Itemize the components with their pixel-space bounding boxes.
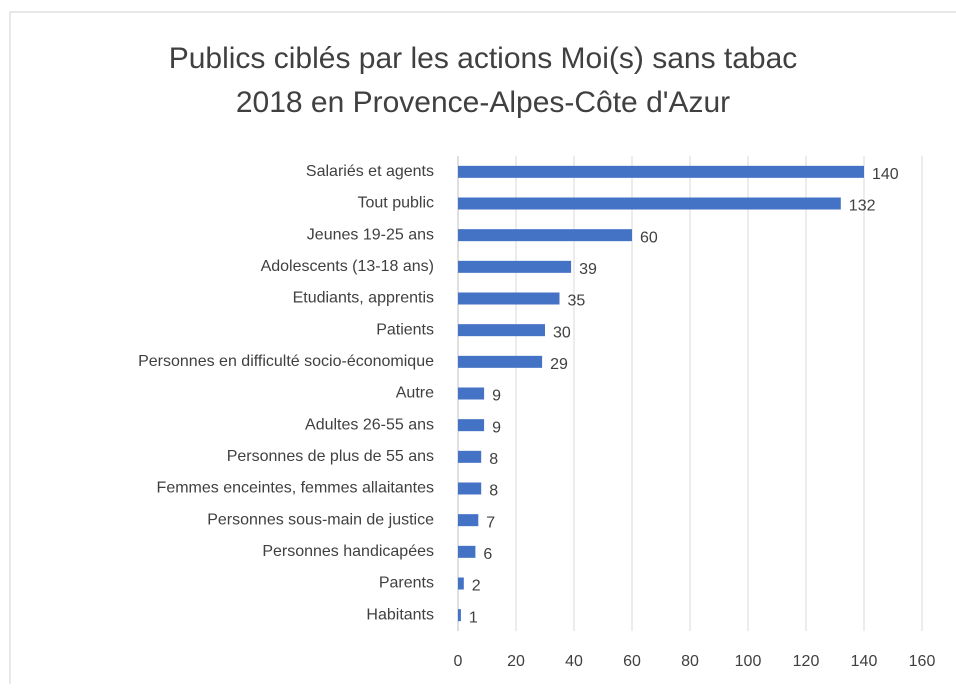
y-tick-label: Habitants <box>366 606 434 623</box>
chart-border <box>9 11 956 689</box>
y-tick-label: Patients <box>376 321 434 338</box>
bar <box>458 260 572 273</box>
data-label: 6 <box>483 546 492 563</box>
bar <box>458 355 543 368</box>
data-label: 1 <box>469 609 478 626</box>
y-tick-label: Adolescents (13-18 ans) <box>261 258 434 275</box>
data-label: 9 <box>492 388 501 405</box>
data-label: 7 <box>486 514 495 531</box>
y-tick-label: Tout public <box>358 195 435 212</box>
data-label: 9 <box>492 419 501 436</box>
y-tick-label: Etudiants, apprentis <box>293 290 434 307</box>
bar <box>458 229 632 242</box>
x-tick-label: 20 <box>507 653 525 670</box>
data-label: 140 <box>872 166 899 183</box>
x-tick-label: 160 <box>909 653 936 670</box>
y-tick-label: Personnes de plus de 55 ans <box>227 448 434 465</box>
data-label: 2 <box>472 578 481 595</box>
y-tick-label: Parents <box>379 575 434 592</box>
y-tick-label: Adultes 26-55 ans <box>305 416 434 433</box>
x-tick-label: 120 <box>793 653 820 670</box>
y-tick-label: Autre <box>396 385 434 402</box>
y-tick-label: Personnes sous-main de justice <box>207 511 434 528</box>
x-tick-label: 140 <box>851 653 878 670</box>
bar <box>458 387 485 400</box>
data-label: 8 <box>489 483 498 500</box>
bar <box>458 482 482 495</box>
bar <box>458 165 864 178</box>
bar <box>458 609 461 622</box>
data-label: 29 <box>550 356 568 373</box>
data-label: 132 <box>849 198 876 215</box>
y-tick-label: Salariés et agents <box>306 163 434 180</box>
bar <box>458 545 476 558</box>
chart-title: Publics ciblés par les actions Moi(s) sa… <box>169 42 798 75</box>
chart-title: 2018 en Provence-Alpes-Côte d'Azur <box>236 86 730 119</box>
bar <box>458 324 545 337</box>
bar <box>458 419 485 432</box>
data-label: 39 <box>579 261 597 278</box>
x-tick-label: 60 <box>623 653 641 670</box>
bar <box>458 450 482 463</box>
bar <box>458 514 479 527</box>
data-label: 8 <box>489 451 498 468</box>
data-label: 60 <box>640 229 658 246</box>
bar <box>458 292 560 305</box>
x-tick-label: 40 <box>565 653 583 670</box>
bar <box>458 577 464 590</box>
data-label: 30 <box>553 324 571 341</box>
y-tick-label: Personnes handicapées <box>262 543 434 560</box>
data-label: 35 <box>568 293 586 310</box>
y-tick-label: Personnes en difficulté socio-économique <box>138 353 434 370</box>
x-tick-label: 80 <box>681 653 699 670</box>
bar <box>458 197 841 210</box>
y-tick-label: Femmes enceintes, femmes allaitantes <box>157 480 434 497</box>
y-tick-label: Jeunes 19-25 ans <box>307 226 434 243</box>
x-tick-label: 100 <box>735 653 762 670</box>
x-tick-label: 0 <box>454 653 463 670</box>
